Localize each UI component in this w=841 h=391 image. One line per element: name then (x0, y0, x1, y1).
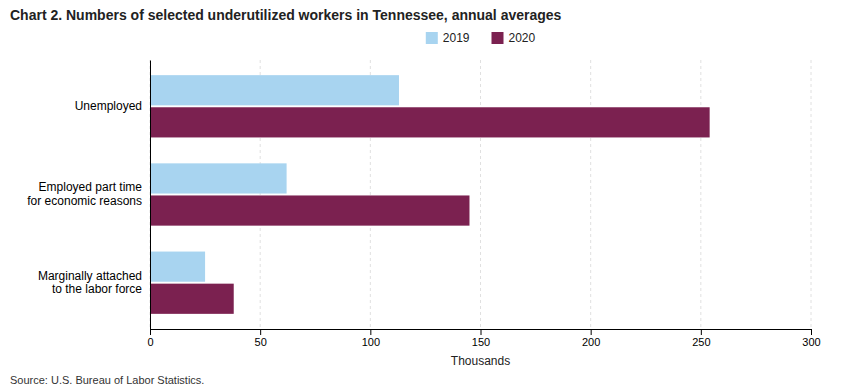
bar (150, 284, 234, 314)
source: Source: U.S. Bureau of Labor Statistics. (10, 374, 204, 386)
chart-svg: Chart 2. Numbers of selected underutiliz… (0, 0, 841, 391)
bar (150, 195, 469, 225)
y-axis-line (150, 61, 151, 330)
x-tick-label: 300 (802, 336, 820, 348)
x-tick: 100 (362, 329, 380, 348)
grid-line (811, 60, 812, 329)
bar (150, 252, 205, 282)
y-axis: Unemployed Employed part timefor economic… (27, 61, 150, 330)
y-tick-label: Employed part timefor economic reasons (27, 180, 142, 208)
x-tick-label: 200 (582, 336, 600, 348)
x-tick-mark (811, 329, 812, 335)
legend-swatch (426, 32, 438, 44)
x-tick-mark (701, 329, 702, 335)
x-tick-mark (150, 329, 151, 335)
x-tick-label: 50 (255, 336, 267, 348)
bar (150, 107, 710, 137)
x-axis-line (151, 330, 812, 336)
y-tick-label-line: for economic reasons (27, 194, 142, 208)
bars (150, 75, 710, 314)
y-tick: Employed part timefor economic reasons (27, 180, 150, 208)
y-tick-label-line: to the labor force (52, 282, 142, 296)
legend-swatch (492, 32, 504, 44)
grid-line (590, 60, 591, 329)
x-tick-label: 150 (472, 336, 490, 348)
grid-line (700, 60, 701, 329)
plot-area: 0 50 100 150 200 250 300 Unemployed Employed par… (27, 60, 820, 348)
legend: 2019 2020 (426, 31, 536, 45)
y-tick-label: Unemployed (75, 99, 142, 113)
x-tick-mark (481, 329, 482, 335)
title: Chart 2. Numbers of selected underutiliz… (10, 7, 562, 23)
y-tick-label-line: Employed part time (39, 180, 143, 194)
legend-label: 2020 (509, 31, 536, 45)
bar (150, 75, 399, 105)
x-tick-label: 0 (147, 336, 153, 348)
x-tick: 250 (692, 329, 710, 348)
x-tick: 200 (582, 329, 600, 348)
x-tick: 0 (147, 329, 153, 348)
y-tick-label: Marginally attachedto the labor force (38, 269, 142, 297)
y-tick-label-line: Unemployed (75, 99, 142, 113)
bar (150, 163, 287, 193)
chart-container: Chart 2. Numbers of selected underutiliz… (0, 0, 841, 391)
y-tick-label-line: Marginally attached (38, 269, 142, 283)
x-axis: 0 50 100 150 200 250 300 (147, 329, 820, 348)
grid (150, 60, 811, 329)
y-tick: Marginally attachedto the labor force (38, 269, 150, 297)
y-tick: Unemployed (75, 99, 150, 113)
x-tick: 50 (255, 329, 267, 348)
x-tick-mark (370, 329, 371, 335)
x-tick-label: 100 (362, 336, 380, 348)
grid-line (150, 60, 151, 329)
legend-item: 2019 (426, 31, 470, 45)
grid-line (480, 60, 481, 329)
x-tick: 300 (802, 329, 820, 348)
x-tick-mark (591, 329, 592, 335)
x-tick: 150 (472, 329, 490, 348)
x-tick-mark (260, 329, 261, 335)
legend-item: 2020 (492, 31, 536, 45)
x-tick-label: 250 (692, 336, 710, 348)
x-axis-title: Thousands (451, 354, 510, 368)
legend-label: 2019 (443, 31, 470, 45)
